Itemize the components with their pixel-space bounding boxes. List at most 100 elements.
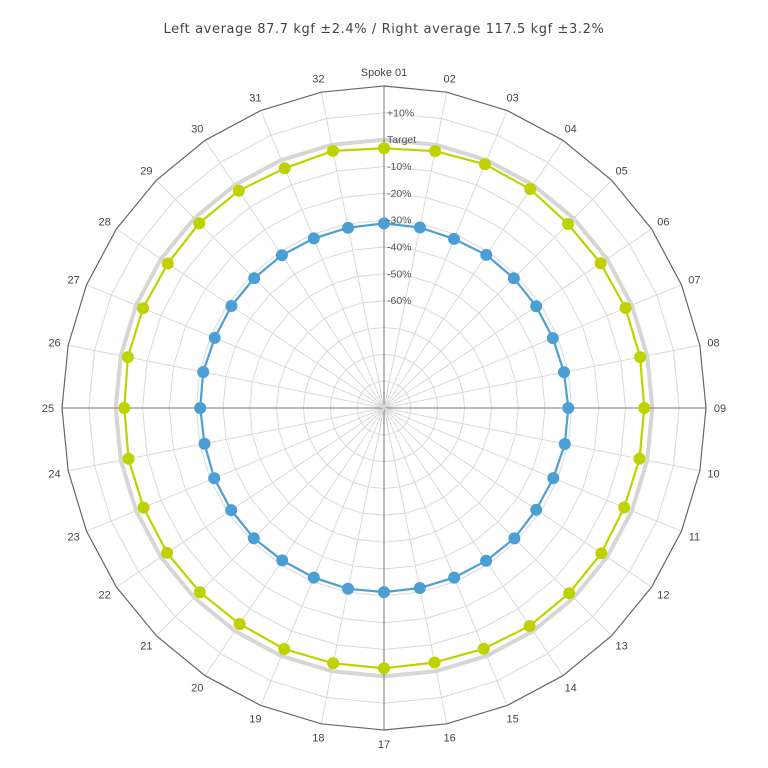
data-point <box>524 183 537 196</box>
data-point <box>276 554 289 567</box>
data-point <box>507 272 520 285</box>
spoke-label: 08 <box>707 337 719 349</box>
spoke-line <box>320 92 385 409</box>
series-0 <box>118 142 651 675</box>
data-point <box>161 546 174 559</box>
data-point <box>327 657 340 670</box>
spoke-line <box>383 407 564 676</box>
data-point <box>634 351 647 364</box>
spoke-line <box>383 407 682 532</box>
spoke-line <box>260 407 385 706</box>
spoke-label: 32 <box>312 74 324 86</box>
spoke-label: Spoke 01 <box>361 67 407 79</box>
spoke-line <box>86 284 385 409</box>
spoke-line <box>383 407 700 472</box>
spoke-label: 18 <box>312 733 324 745</box>
data-point <box>413 582 426 594</box>
ring-label: -10% <box>387 161 412 173</box>
ring-label: Target <box>387 134 416 146</box>
spoke-label: 23 <box>67 532 79 544</box>
data-point <box>619 302 632 314</box>
data-point <box>378 142 390 155</box>
data-point <box>413 221 426 234</box>
spoke-label: 04 <box>565 124 577 136</box>
labels: +10% Target -10% -20% -30% -40% -50% -60% Spoke … <box>42 67 726 751</box>
data-point <box>378 217 390 230</box>
data-point <box>342 582 354 595</box>
spoke-line <box>260 110 385 409</box>
data-point <box>194 402 207 414</box>
spoke-line <box>68 407 385 472</box>
data-point <box>247 532 260 545</box>
spoke-label: 25 <box>42 403 54 415</box>
spoke-label: 31 <box>249 93 261 105</box>
spoke-label: 30 <box>191 124 203 136</box>
spoke-line <box>204 140 385 409</box>
data-point <box>248 272 261 285</box>
data-point <box>562 402 575 414</box>
spoke-label: 11 <box>689 532 700 544</box>
spoke-line <box>68 344 385 409</box>
data-point <box>508 532 521 545</box>
data-point <box>307 232 320 245</box>
data-point <box>558 366 570 379</box>
data-point <box>478 158 491 171</box>
data-point <box>198 437 211 450</box>
data-point <box>618 501 631 514</box>
data-point <box>233 618 246 630</box>
data-point <box>428 656 441 669</box>
spoke-line <box>116 228 385 409</box>
data-point <box>523 620 536 632</box>
data-point <box>122 452 135 465</box>
ring-label: -40% <box>387 242 412 254</box>
spoke-label: 22 <box>98 590 110 602</box>
data-point <box>193 217 206 230</box>
spoke-line <box>383 407 613 637</box>
data-point <box>429 145 442 158</box>
data-point <box>530 503 543 516</box>
data-point <box>595 547 608 560</box>
data-point <box>197 366 210 378</box>
spoke-line <box>383 407 508 706</box>
spoke-label: 09 <box>714 403 726 415</box>
data-point <box>594 257 607 270</box>
spoke-label: 16 <box>443 733 455 745</box>
spoke-line <box>86 407 385 532</box>
ring-label: -20% <box>387 188 412 200</box>
spoke-label: 10 <box>707 469 719 481</box>
data-point <box>118 402 131 414</box>
spoke-line <box>383 407 448 724</box>
spoke-line <box>383 284 682 409</box>
spoke-line <box>155 179 385 409</box>
series-layer <box>118 142 651 675</box>
spoke-label: 05 <box>615 165 627 177</box>
data-point <box>558 438 571 450</box>
spoke-label: 17 <box>378 739 390 751</box>
data-point <box>480 554 493 567</box>
data-point <box>161 257 174 270</box>
data-point <box>546 332 559 345</box>
spoke-label: 24 <box>48 469 60 481</box>
data-point <box>562 218 574 230</box>
spoke-label: 26 <box>48 337 60 349</box>
data-point <box>232 184 245 197</box>
spoke-line <box>204 407 385 676</box>
data-point <box>563 587 576 600</box>
data-point <box>208 472 221 485</box>
grid <box>61 85 707 731</box>
data-point <box>307 571 320 584</box>
series-1 <box>194 217 575 599</box>
data-point <box>137 501 150 514</box>
data-point <box>208 331 221 344</box>
spoke-label: 21 <box>140 641 152 653</box>
data-point <box>378 586 390 599</box>
data-point <box>342 221 355 234</box>
spoke-label: 28 <box>98 216 110 228</box>
data-point <box>448 232 460 245</box>
spoke-label: 15 <box>506 713 518 725</box>
data-point <box>477 642 490 655</box>
data-point <box>480 248 493 261</box>
data-point <box>137 302 149 315</box>
spoke-line <box>155 407 385 637</box>
spoke-line <box>383 228 652 409</box>
